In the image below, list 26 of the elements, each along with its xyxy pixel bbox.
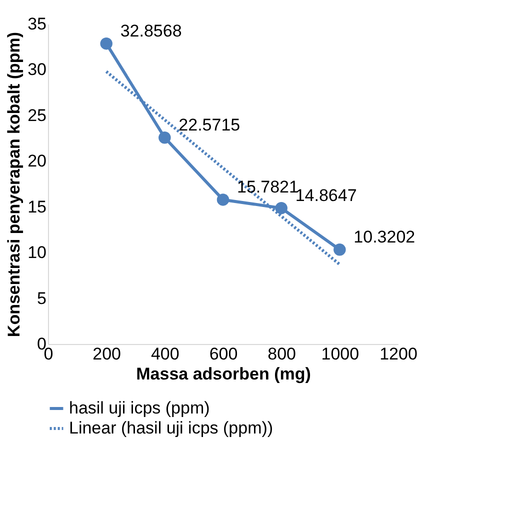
y-tick-label: 10 (28, 243, 46, 262)
point (158, 132, 171, 144)
x-axis-title: Massa adsorben (mg) (136, 364, 311, 384)
data-label: 32.8568 (120, 22, 182, 41)
y-tick-label: 5 (37, 288, 46, 308)
legend-label: hasil uji icps (ppm) (69, 398, 210, 418)
x-tick-label: 1200 (380, 344, 418, 364)
point (100, 37, 112, 50)
x-tick-label: 400 (150, 344, 180, 364)
y-axis-title: Konsentrasi penyerapan kobalt (ppm) (4, 32, 24, 338)
x-tick-label: 800 (268, 344, 296, 364)
y-tick-label: 35 (28, 14, 46, 34)
y-tick-label: 20 (28, 152, 46, 171)
point (216, 194, 230, 206)
legend-label: Linear (hasil uji icps (ppm)) (69, 418, 274, 438)
x-tick-label: 1000 (321, 344, 360, 364)
data-label: 22.5715 (178, 116, 240, 135)
x-tick-label: 600 (209, 344, 238, 364)
y-tick-label: 15 (28, 197, 46, 216)
point (275, 202, 288, 214)
data-label: 14.8647 (295, 186, 357, 206)
x-tick-label: 200 (92, 344, 122, 364)
data-label: 10.3202 (354, 228, 416, 247)
y-tick-label: 25 (28, 106, 46, 125)
y-tick-label: 30 (28, 60, 46, 80)
point (334, 244, 346, 256)
